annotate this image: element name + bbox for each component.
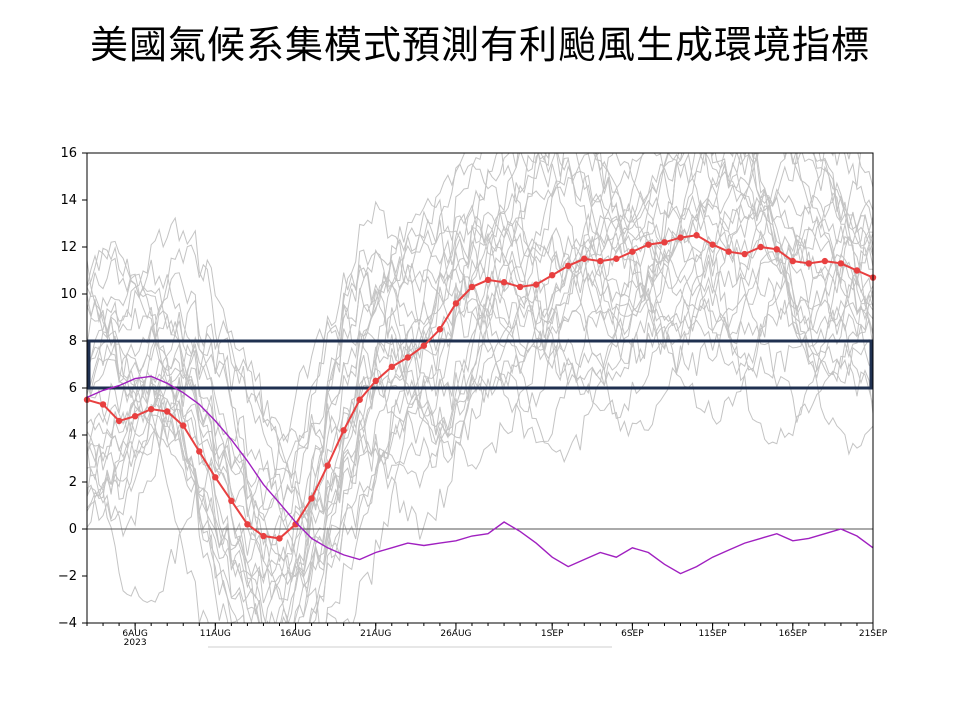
x-tick-label: 26AUG — [440, 629, 471, 639]
ensemble-mean-point — [388, 363, 395, 371]
ensemble-member-line — [87, 153, 799, 517]
ensemble-mean-point — [356, 396, 363, 403]
ensemble-mean-point — [244, 521, 251, 528]
ensemble-mean-point — [308, 495, 315, 502]
y-tick-label: 8 — [69, 334, 77, 349]
ensemble-mean-point — [212, 474, 219, 481]
ensemble-member-line — [87, 226, 873, 623]
ensemble-member-line — [87, 194, 873, 530]
ensemble-member-line — [87, 212, 873, 623]
ensemble-mean-point — [340, 427, 347, 434]
ensemble-mean-point — [532, 281, 540, 288]
ensemble-mean-point — [276, 535, 283, 542]
ensemble-member-line — [87, 229, 873, 623]
ensemble-member-line — [87, 174, 873, 583]
ensemble-mean-point — [693, 232, 700, 239]
ensemble-member-line — [87, 153, 873, 490]
ensemble-mean-point — [196, 448, 203, 455]
y-tick-label: 2 — [69, 475, 77, 490]
y-tick-label: −2 — [58, 569, 77, 584]
ensemble-mean-point — [500, 279, 508, 286]
y-tick-label: −4 — [58, 616, 77, 631]
ensemble-member-line — [87, 235, 873, 623]
ensemble-member-line — [87, 153, 873, 623]
slide-title: 美國氣候系集模式預測有利颱風生成環境指標 — [89, 23, 870, 67]
ensemble-mean-point — [709, 241, 716, 248]
ensemble-mean-point — [324, 462, 331, 469]
ensemble-member-line — [87, 153, 873, 623]
ensemble-mean-point — [452, 300, 460, 307]
series-group — [83, 232, 877, 575]
purple-series-line — [86, 375, 874, 575]
y-tick-label: 16 — [60, 146, 77, 161]
ensemble-mean-point — [645, 241, 652, 248]
ensemble-mean-point — [773, 246, 780, 253]
ensemble-mean-point — [420, 342, 428, 349]
ensemble-member-line — [87, 153, 861, 601]
ensemble-mean-point — [821, 257, 829, 265]
x-tick-label: 1SEP — [541, 629, 564, 639]
ensemble-mean-point — [436, 326, 444, 333]
x-tick-label: 6SEP — [621, 629, 644, 639]
ensemble-mean-point — [661, 239, 668, 246]
y-tick-label: 12 — [60, 240, 77, 255]
ensemble-mean-point — [597, 257, 604, 265]
ensemble-mean-point — [164, 408, 171, 415]
ensemble-mean-point — [147, 405, 155, 413]
ensemble-member-line — [87, 153, 873, 623]
x-tick-label: 11SEP — [698, 629, 727, 639]
ensemble-mean-point — [805, 260, 813, 267]
ensemble-members — [87, 153, 873, 623]
ensemble-mean-point — [565, 262, 572, 269]
y-tick-label: 6 — [69, 381, 77, 396]
ensemble-mean-point — [741, 250, 748, 258]
ensemble-member-line — [87, 153, 873, 603]
ensemble-mean-point — [677, 234, 684, 241]
ensemble-mean-point — [629, 248, 636, 255]
highlight-band — [87, 339, 873, 390]
ensemble-mean-point — [516, 283, 524, 291]
ensemble-mean-point — [757, 243, 764, 251]
ensemble-member-line — [87, 153, 873, 623]
ensemble-mean-point — [853, 267, 861, 274]
ensemble-mean-point — [180, 422, 187, 429]
ensemble-mean-point — [581, 255, 588, 262]
x-tick-label: 16SEP — [779, 629, 808, 639]
ensemble-mean-point — [837, 260, 845, 267]
x-tick-label: 6AUG — [122, 629, 147, 639]
y-tick-label: 4 — [69, 428, 77, 443]
y-tick-label: 10 — [60, 287, 77, 302]
x-tick-label: 16AUG — [280, 629, 311, 639]
ensemble-mean-point — [484, 276, 492, 284]
ensemble-mean-point — [468, 283, 476, 291]
ensemble-mean-point — [131, 413, 139, 420]
ensemble-mean-point — [613, 255, 620, 262]
ensemble-member-line — [87, 200, 873, 589]
ensemble-member-line — [87, 153, 873, 623]
ensemble-mean-point — [372, 377, 379, 385]
ensemble-mean-point — [99, 401, 107, 408]
ensemble-member-line — [87, 153, 873, 528]
ensemble-mean-point — [228, 497, 235, 504]
ensemble-mean-point — [548, 272, 556, 279]
x-tick-label: 21AUG — [360, 629, 391, 639]
ensemble-mean-point — [725, 248, 732, 255]
ensemble-mean-point — [404, 354, 412, 361]
y-tick-label: 0 — [69, 522, 77, 537]
ensemble-member-line — [87, 202, 873, 623]
y-axis: −4 −2 0 2 4 6 8 10 12 14 16 — [58, 146, 87, 631]
ensemble-member-line — [87, 153, 873, 560]
ensemble-mean-point — [260, 532, 267, 540]
x-tick-label: 21SEP — [859, 629, 888, 639]
y-tick-label: 14 — [60, 193, 77, 208]
ensemble-mean-point — [115, 417, 123, 425]
highlight-band-group — [87, 339, 873, 390]
x-tick-sublabel: 2023 — [124, 638, 147, 648]
ensemble-mean-point — [789, 257, 796, 265]
x-tick-label: 11AUG — [200, 629, 231, 639]
